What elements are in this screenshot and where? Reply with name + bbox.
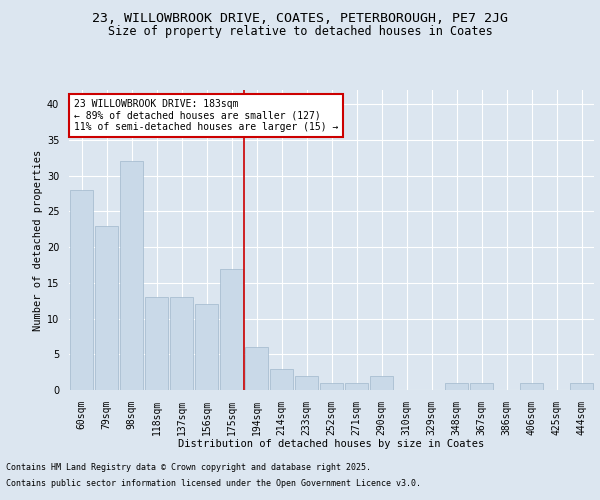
Bar xyxy=(120,162,143,390)
Bar xyxy=(445,383,468,390)
Y-axis label: Number of detached properties: Number of detached properties xyxy=(32,150,43,330)
Bar xyxy=(95,226,118,390)
Bar xyxy=(320,383,343,390)
Bar xyxy=(145,297,168,390)
Bar xyxy=(470,383,493,390)
Bar xyxy=(570,383,593,390)
Text: Size of property relative to detached houses in Coates: Size of property relative to detached ho… xyxy=(107,25,493,38)
Bar xyxy=(195,304,218,390)
Text: 23 WILLOWBROOK DRIVE: 183sqm
← 89% of detached houses are smaller (127)
11% of s: 23 WILLOWBROOK DRIVE: 183sqm ← 89% of de… xyxy=(74,99,338,132)
Text: Contains public sector information licensed under the Open Government Licence v3: Contains public sector information licen… xyxy=(6,478,421,488)
Bar xyxy=(245,347,268,390)
Bar xyxy=(170,297,193,390)
Text: Contains HM Land Registry data © Crown copyright and database right 2025.: Contains HM Land Registry data © Crown c… xyxy=(6,464,371,472)
Bar xyxy=(270,368,293,390)
Bar xyxy=(295,376,318,390)
Bar xyxy=(370,376,393,390)
Bar xyxy=(70,190,93,390)
Bar xyxy=(520,383,543,390)
Bar xyxy=(345,383,368,390)
Text: 23, WILLOWBROOK DRIVE, COATES, PETERBOROUGH, PE7 2JG: 23, WILLOWBROOK DRIVE, COATES, PETERBORO… xyxy=(92,12,508,26)
X-axis label: Distribution of detached houses by size in Coates: Distribution of detached houses by size … xyxy=(178,439,485,449)
Bar xyxy=(220,268,243,390)
